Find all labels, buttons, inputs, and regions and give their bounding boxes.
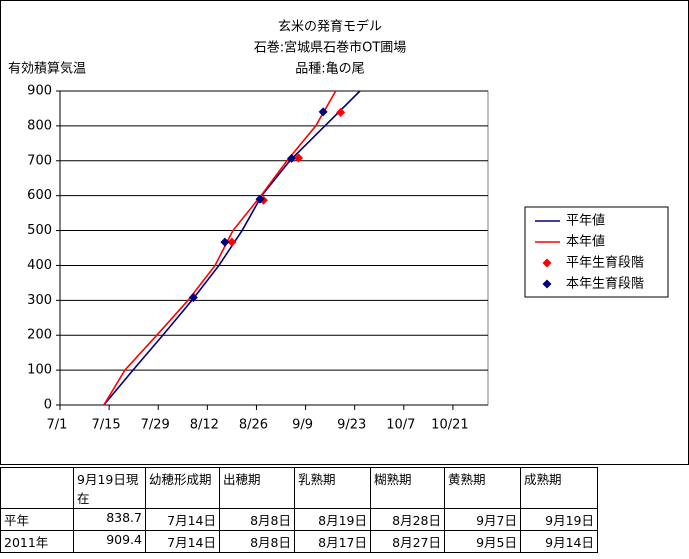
table-cell: 出穂期 [219, 467, 295, 509]
y-tick-label: 300 [27, 293, 52, 308]
y-tick-label: 500 [27, 223, 52, 238]
chart-subtitle: 品種:亀の尾 [295, 61, 364, 77]
series-line [103, 90, 361, 406]
table-cell: 黄熟期 [444, 467, 521, 509]
data-table: 9月19日現在 幼穂形成期 出穂期 乳熟期 糊熟期 黄熟期 成熟期 平年 838.7 7月14日 8… [0, 467, 598, 553]
table-cell: 幼穂形成期 [145, 467, 220, 509]
plot-area [59, 90, 489, 406]
table-cell: 7月14日 [145, 530, 220, 553]
legend-label: 本年生育段階 [566, 276, 644, 292]
chart: 玄米の発育モデル 石巻:宮城県石巻市OT圃場 品種:亀の尾 有効積算気温 0 10… [0, 0, 689, 465]
stage-marker [336, 107, 346, 117]
legend-marker [542, 279, 552, 289]
table-cell: 9月5日 [444, 530, 521, 553]
stage-marker [220, 237, 230, 247]
table-cell: 成熟期 [520, 467, 598, 509]
x-tick-label: 9/23 [337, 418, 366, 433]
table-row: 2011年 909.4 7月14日 8月8日 8月17日 8月27日 9月5日 9月14日 [0, 530, 598, 553]
stage-marker [318, 107, 328, 117]
table-cell: 9月7日 [444, 508, 521, 531]
chart-subtitle: 石巻:宮城県石巻市OT圃場 [254, 40, 407, 56]
y-tick-label: 900 [27, 84, 52, 99]
stage-marker [255, 194, 265, 204]
y-tick-label: 200 [27, 328, 52, 343]
series-line [103, 90, 337, 406]
table-cell [0, 467, 74, 509]
y-tick-label: 400 [27, 258, 52, 273]
stage-marker [188, 293, 198, 303]
table-cell: 糊熟期 [370, 467, 445, 509]
x-tick-label: 8/26 [239, 418, 268, 433]
y-tick-label: 800 [27, 118, 52, 133]
x-tick-label: 10/7 [386, 418, 415, 433]
stage-marker [294, 153, 304, 163]
y-tick-label: 100 [27, 363, 52, 378]
y-tick-label: 0 [44, 398, 52, 413]
table-cell: 9月19日 [520, 508, 598, 531]
table-cell: 8月19日 [294, 508, 371, 531]
stage-marker [227, 237, 237, 247]
table-row: 9月19日現在 幼穂形成期 出穂期 乳熟期 糊熟期 黄熟期 成熟期 [0, 467, 598, 509]
table-cell: 平年 [0, 508, 74, 531]
legend-label: 本年値 [566, 234, 605, 250]
stage-marker [287, 153, 297, 163]
table-cell: 909.4 [73, 530, 146, 553]
table-cell: 8月8日 [219, 530, 295, 553]
legend-label: 平年値 [566, 213, 605, 229]
y-tick-label: 600 [27, 188, 52, 203]
table-cell: 9月19日現在 [73, 467, 146, 509]
y-tick-label: 700 [27, 153, 52, 168]
x-tick-label: 10/21 [431, 418, 468, 433]
chart-title: 玄米の発育モデル [278, 19, 382, 35]
table-cell: 8月27日 [370, 530, 445, 553]
table-cell: 9月14日 [520, 530, 598, 553]
x-tick-label: 7/1 [47, 418, 68, 433]
table-row: 平年 838.7 7月14日 8月8日 8月19日 8月28日 9月7日 9月19日 [0, 508, 598, 531]
x-tick-label: 9/9 [292, 418, 313, 433]
table-cell: 838.7 [73, 508, 146, 531]
table-cell: 7月14日 [145, 508, 220, 531]
legend-label: 平年生育段階 [566, 255, 644, 271]
table-cell: 2011年 [0, 530, 74, 553]
y-axis-label: 有効積算気温 [8, 61, 86, 77]
legend-marker [542, 258, 552, 268]
x-tick-label: 7/29 [141, 418, 170, 433]
x-tick-label: 7/15 [92, 418, 121, 433]
x-tick-label: 8/12 [190, 418, 219, 433]
table-cell: 8月8日 [219, 508, 295, 531]
table-cell: 8月28日 [370, 508, 445, 531]
table-cell: 乳熟期 [294, 467, 371, 509]
table-cell: 8月17日 [294, 530, 371, 553]
